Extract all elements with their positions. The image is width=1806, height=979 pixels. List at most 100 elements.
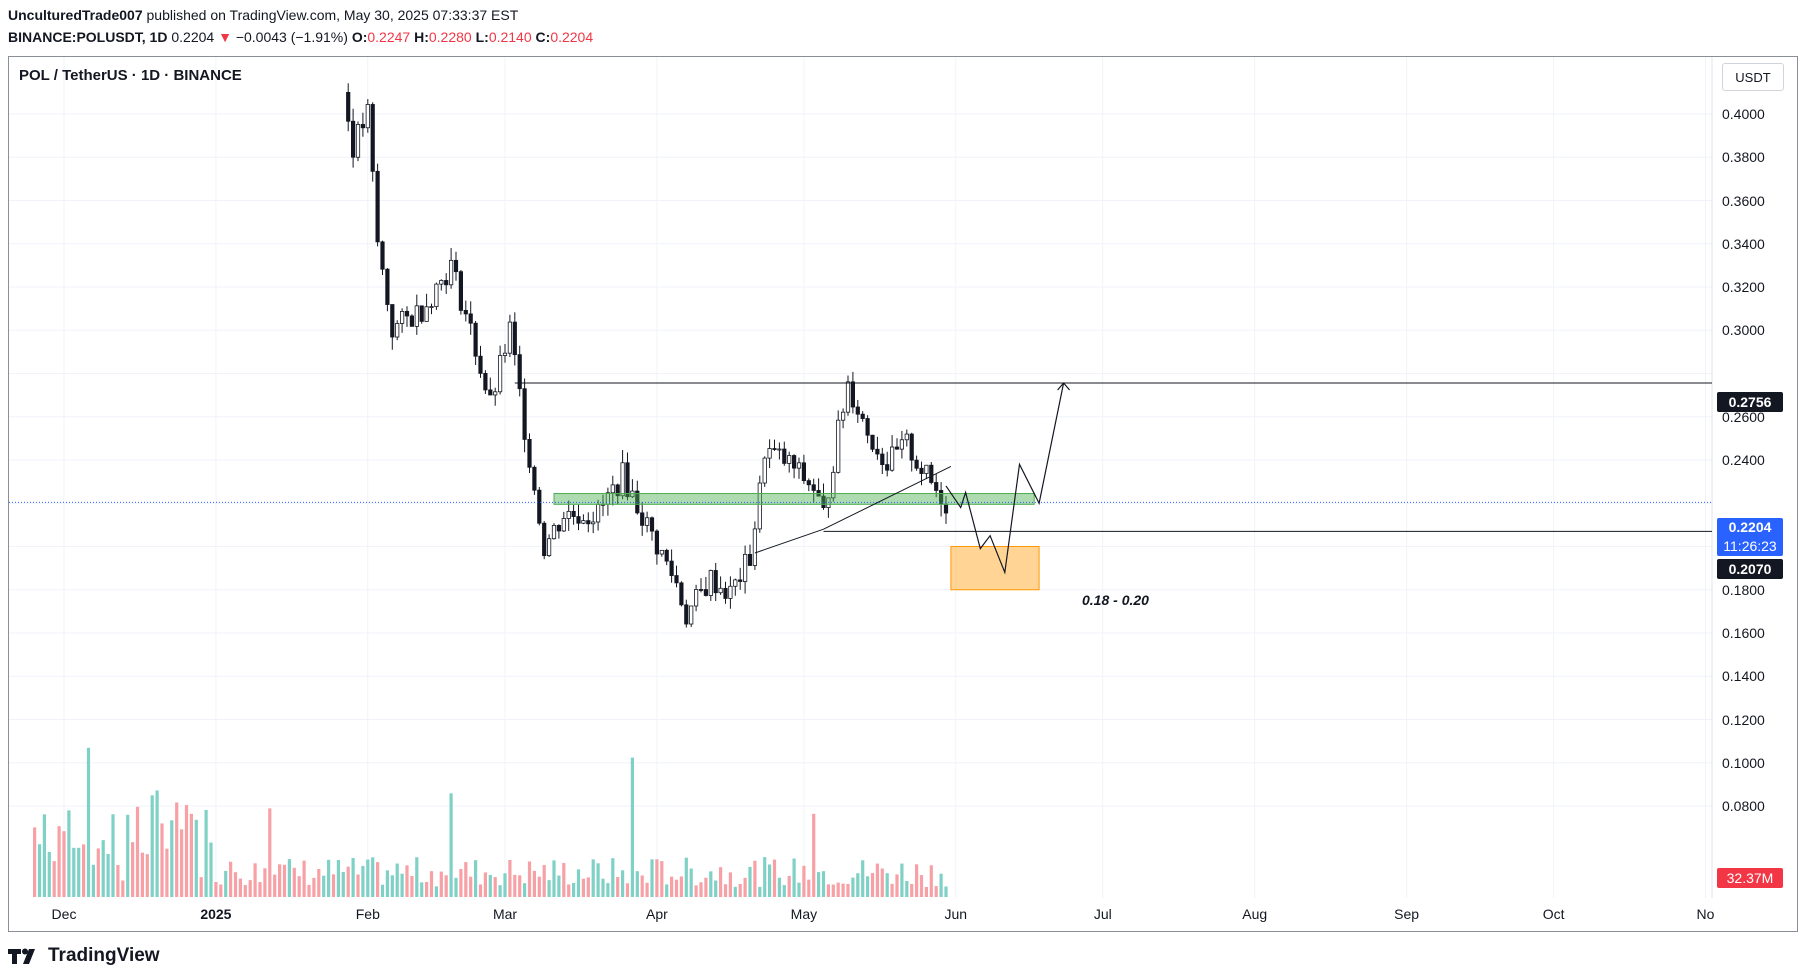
author-name[interactable]: UnculturedTrade007 [8,7,143,23]
volume-bar [317,868,321,897]
candle-body [488,389,493,396]
volume-bar [175,802,179,897]
published-text: published on TradingView.com, May 30, 20… [142,7,519,23]
price-tick-label: 0.1000 [1722,754,1765,771]
price-tick-label: 0.1200 [1722,711,1765,728]
volume-bar [140,852,144,897]
candle-body [684,604,689,625]
tradingview-logo-icon [8,948,35,964]
candle-body [894,446,900,450]
volume-bar [356,874,360,897]
low-value: 0.2140 [488,29,536,45]
volume-bar [552,860,556,897]
volume-bar [72,847,76,897]
volume-bar [846,883,850,897]
volume-bar [890,883,894,897]
volume-bar [420,882,424,897]
candle-body [865,418,870,436]
time-tick-label: No [1696,906,1715,922]
volume-bar [694,885,698,897]
volume-bar [856,873,860,897]
candle-body [752,528,758,566]
volume-bar [831,884,835,897]
volume-bar [934,886,938,897]
volume-bar [768,864,772,897]
candle-body [625,462,630,498]
candle-body [551,525,557,540]
volume-bar [312,877,316,897]
open-label: O: [351,29,368,45]
volume-bar [194,819,198,897]
candle-body [448,259,454,286]
candle-body [645,517,650,526]
candle-body [782,448,787,464]
footer-brand[interactable]: TradingView [8,945,160,967]
volume-bar [474,860,478,897]
volume-bar [405,865,409,897]
candle-body [694,589,699,607]
time-tick-label: Sep [1394,906,1420,922]
candle-body [934,482,939,491]
candle-body [904,433,909,441]
price-tick-label: 0.1800 [1722,581,1765,598]
price-tick-label: 0.3000 [1722,322,1765,339]
volume-bar [302,860,306,897]
candle-body [943,503,949,514]
volume-bar [170,820,174,897]
candle-body [674,575,679,584]
volume-bar [366,859,370,897]
volume-bar [439,871,443,897]
candle-body [458,271,464,311]
candle-body [772,448,777,450]
volume-bar [478,884,483,897]
candle-body [855,406,860,415]
trendline [754,528,824,554]
volume-bar [797,882,801,897]
volume-bar [199,877,203,897]
candle-body [596,504,601,523]
volume-bar [532,870,536,897]
candle-body [346,91,351,122]
candle-body [512,321,517,356]
candle-body [591,521,596,525]
volume-bar [165,848,169,897]
time-tick-label: Jul [1093,906,1112,922]
time-tick-label: Aug [1242,906,1268,922]
volume-bar [135,806,140,897]
volume-bar [268,808,272,897]
volume-bar [630,757,634,897]
support-price-tag: 0.2070 [1717,559,1783,579]
open-value: 0.2247 [367,29,415,45]
volume-bar [425,881,429,897]
volume-bar [743,877,747,897]
volume-bar [542,865,546,897]
candle-body [615,484,620,497]
chart-legend[interactable]: POL / TetherUS · 1D · BINANCE [19,67,242,84]
candle-body [478,355,483,374]
volume-bar [772,859,777,897]
volume-bar [263,868,267,897]
demand-zone-box [950,546,1040,591]
current-price-value: 0.2204 [1728,519,1772,535]
volume-bar [415,857,419,897]
volume-bar [924,886,928,897]
candle-body [875,448,880,455]
candle-body [419,305,424,322]
candle-body [350,120,356,158]
volume-bar [777,877,781,897]
candle-body [836,419,841,473]
candle-body [919,467,924,474]
volume-bar [880,868,884,897]
candle-body [483,372,488,391]
volume-bar [248,880,252,897]
volume-bar [116,865,120,897]
volume-bar [429,871,434,897]
currency-button[interactable]: USDT [1722,63,1784,91]
candle-body [792,455,797,469]
candle-body [620,462,625,497]
volume-bar [189,813,193,897]
volume-bar [503,873,507,897]
volume-bar [611,858,615,897]
volume-bar [204,809,208,897]
